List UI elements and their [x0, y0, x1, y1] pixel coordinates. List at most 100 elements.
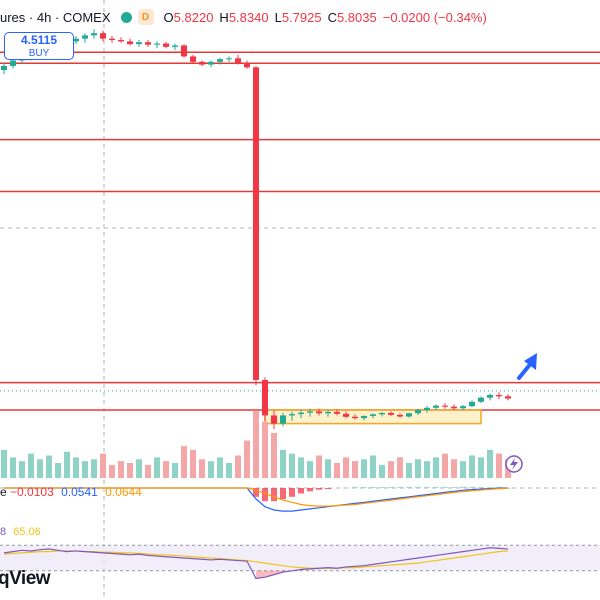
- watermark-logo: qView: [0, 568, 51, 589]
- candle-body: [154, 43, 160, 45]
- volume-bar: [181, 446, 187, 478]
- volume-bar: [100, 453, 106, 478]
- macd-histogram-bar: [325, 488, 331, 489]
- candle-body: [127, 41, 133, 45]
- candle-body: [253, 67, 259, 380]
- candle-body: [109, 38, 115, 41]
- volume-bar: [352, 461, 358, 478]
- candle-body: [1, 65, 7, 71]
- candle-body: [10, 60, 16, 66]
- candle-body: [163, 43, 169, 47]
- volume-bar: [316, 455, 322, 478]
- candle-body: [271, 415, 277, 424]
- candle-body: [415, 409, 421, 414]
- volume-bar: [199, 459, 205, 478]
- candle-body: [316, 411, 322, 414]
- high-value: H5.8340: [219, 9, 269, 25]
- volume-bar: [370, 455, 376, 478]
- rsi-ma-value: 65.06: [13, 526, 41, 538]
- candle-body: [199, 61, 205, 65]
- rsi-value: 8: [0, 526, 7, 538]
- macd-histogram-bar: [262, 488, 268, 502]
- macd-histogram-bar: [397, 486, 403, 488]
- volume-bar: [46, 455, 52, 478]
- symbol-title[interactable]: ures · 4h · COMEX: [0, 9, 111, 25]
- candle-body: [397, 414, 403, 417]
- candle-body: [460, 406, 466, 409]
- macd-histogram-bar: [253, 488, 259, 497]
- close-value: C5.8035: [327, 9, 377, 25]
- lightning-icon[interactable]: [505, 455, 523, 473]
- candle-body: [298, 412, 304, 415]
- candle-body: [307, 411, 313, 413]
- signal-line: [4, 487, 509, 507]
- volume-bar: [244, 440, 250, 478]
- arrow-head: [524, 353, 537, 370]
- volume-bar: [289, 453, 295, 478]
- macd-histogram-bar: [289, 488, 295, 497]
- candle-body: [172, 45, 178, 47]
- status-badge[interactable]: D: [120, 9, 154, 25]
- rsi-line: [3, 547, 509, 580]
- volume-bar: [442, 453, 448, 478]
- macd-histogram-bar: [298, 488, 304, 494]
- volume-bar: [271, 433, 277, 478]
- candle-body: [424, 407, 430, 410]
- candle-body: [100, 33, 106, 39]
- macd-histogram-bar: [370, 486, 376, 488]
- macd-histogram-bar: [271, 488, 277, 502]
- rsi-oversold-fill: [256, 570, 364, 579]
- volume-bar: [1, 449, 7, 478]
- chart-header: ures · 4h · COMEX D O5.8220 H5.8340 L5.7…: [0, 6, 487, 28]
- volume-bar: [64, 451, 70, 478]
- macd-pane: [0, 486, 600, 512]
- volume-bars: [1, 410, 511, 478]
- rsi-pane: [0, 544, 600, 580]
- open-value: O5.8220: [163, 9, 214, 25]
- candle-body: [334, 411, 340, 414]
- rsi-legend: 8 65.06: [0, 526, 41, 538]
- data-badge: D: [137, 9, 154, 25]
- candle-body: [82, 35, 88, 39]
- volume-bar: [424, 461, 430, 478]
- candle-body: [208, 61, 214, 65]
- candle-body: [280, 415, 286, 424]
- candle-body: [244, 63, 250, 68]
- volume-bar: [10, 457, 16, 478]
- volume-bar: [379, 464, 385, 478]
- macd-title: e: [0, 485, 7, 499]
- macd-histogram-bar: [352, 486, 358, 488]
- volume-bar: [325, 459, 331, 478]
- volume-bar: [145, 464, 151, 478]
- candle-body: [469, 401, 475, 407]
- volume-bar: [262, 421, 268, 478]
- volume-bar: [397, 457, 403, 478]
- change-value: −0.0200 (−0.34%): [382, 9, 487, 25]
- candle-body: [496, 394, 502, 397]
- candle-body: [262, 379, 268, 416]
- volume-bar: [433, 457, 439, 478]
- volume-bar: [154, 457, 160, 478]
- candle-body: [91, 33, 97, 36]
- candle-body: [433, 405, 439, 408]
- low-value: L5.7925: [274, 9, 322, 25]
- macd-histogram-bar: [406, 486, 412, 488]
- macd-histogram-bar: [361, 486, 367, 488]
- volume-bar: [190, 449, 196, 478]
- macd-histogram-bar: [415, 486, 421, 488]
- candle-body: [181, 45, 187, 57]
- volume-bar: [109, 464, 115, 478]
- volume-bar: [253, 410, 259, 478]
- candle-body: [352, 416, 358, 419]
- buy-button[interactable]: 4.5115 BUY: [4, 32, 74, 60]
- candle-body: [325, 411, 331, 414]
- candle-body: [388, 412, 394, 415]
- macd-histogram-bar: [388, 486, 394, 488]
- volume-bar: [217, 457, 223, 478]
- volume-bar: [82, 461, 88, 478]
- macd-histogram-bar: [460, 486, 466, 488]
- macd-histogram-bar: [280, 488, 286, 499]
- macd-signal-value: 0.0644: [105, 485, 142, 499]
- volume-bar: [496, 453, 502, 478]
